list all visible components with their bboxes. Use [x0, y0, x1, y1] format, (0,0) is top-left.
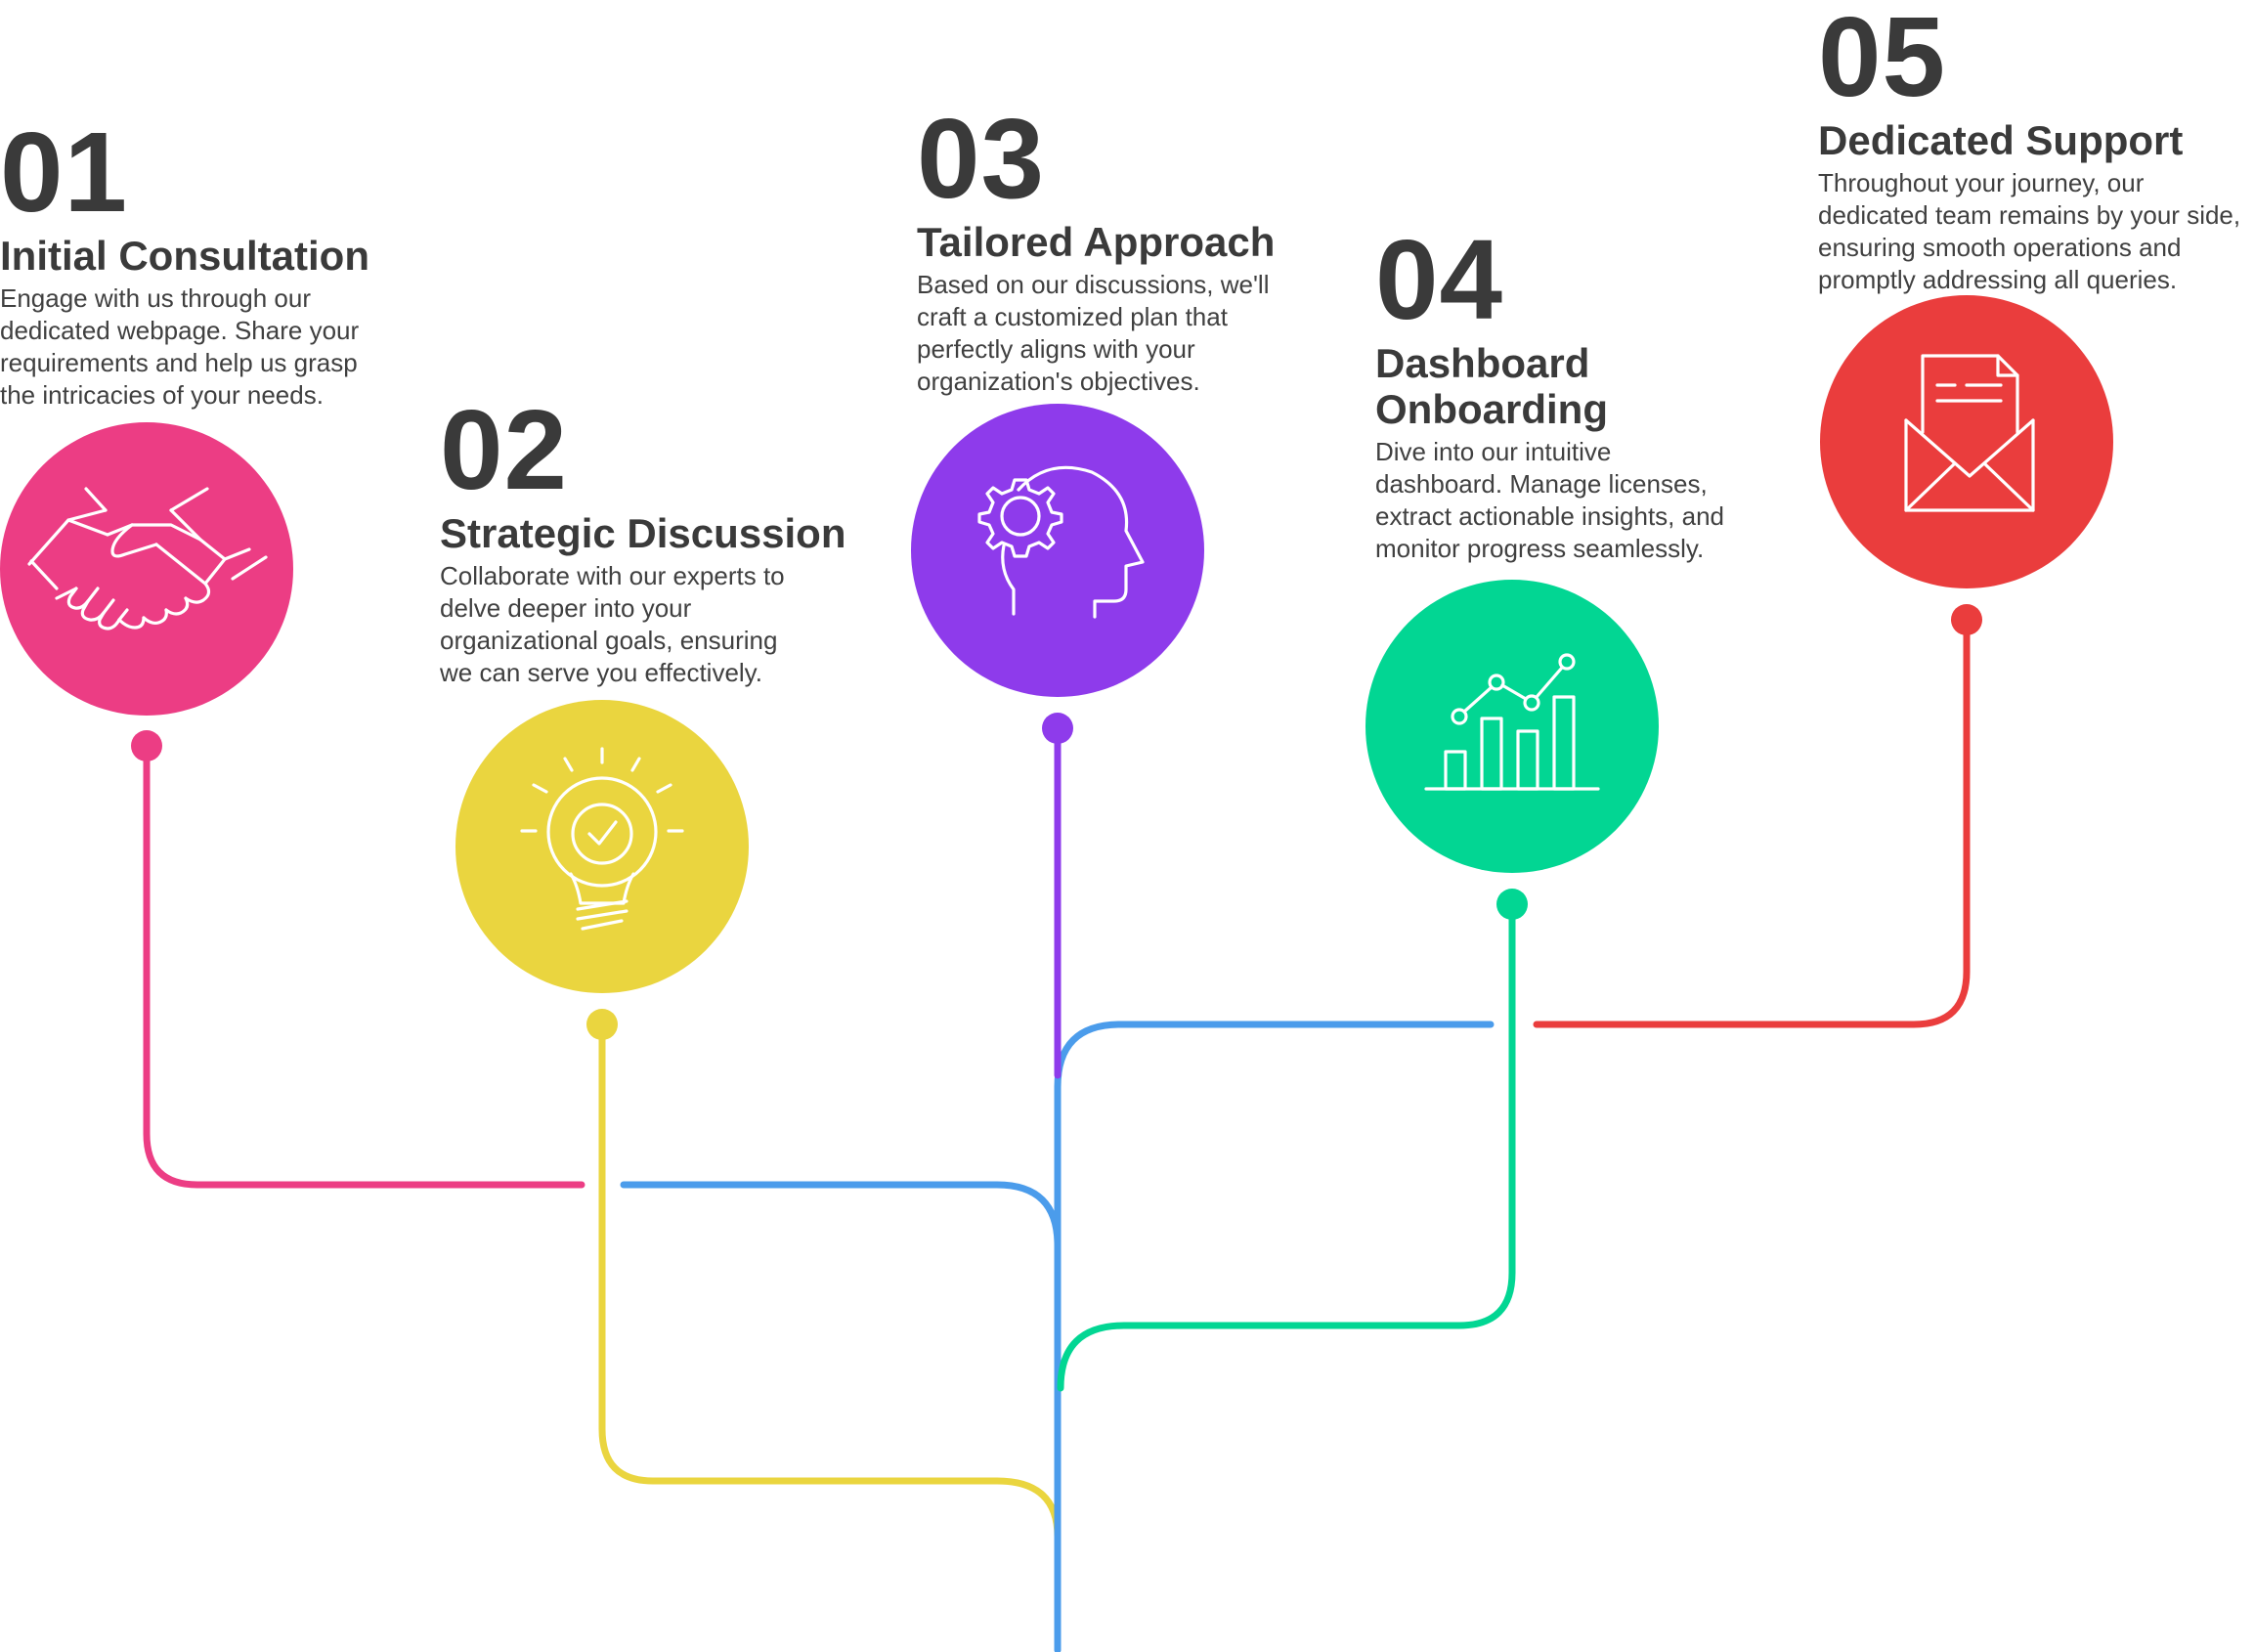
connector-step-5 — [1533, 617, 1971, 1028]
connector-step-2 — [598, 1022, 1062, 1541]
step-title: Strategic Discussion — [440, 510, 846, 556]
connector-trunk-branch-right — [1054, 1021, 1495, 1091]
step-number: 02 — [440, 386, 569, 513]
step-5: 05 Dedicated Support Throughout your jou… — [1818, 0, 2254, 296]
step-description: Collaborate with our experts to delve de… — [440, 561, 785, 687]
step-title: Tailored Approach — [917, 219, 1276, 265]
node-dot-step-3 — [1042, 713, 1073, 744]
step-circles — [0, 295, 2113, 993]
connector-dots — [131, 604, 1982, 1040]
head-gear-icon — [977, 465, 1145, 619]
step-number: 01 — [0, 109, 129, 236]
step-3: 03 Tailored Approach Based on our discus… — [917, 102, 1327, 398]
step-circle-4 — [1365, 580, 1659, 873]
connector-step-4 — [1057, 900, 1516, 1392]
step-number: 04 — [1375, 216, 1504, 343]
step-2: 02 Strategic Discussion Collaborate with… — [440, 393, 850, 689]
step-description: Engage with us through our dedicated web… — [0, 283, 360, 410]
step-description: Dive into our intuitive dashboard. Manag… — [1375, 437, 1724, 563]
connector-trunk-branch-left — [620, 1181, 1062, 1249]
bar-chart-trend-icon — [1424, 653, 1600, 791]
step-circle-2 — [455, 700, 749, 993]
connector-step-1 — [143, 744, 585, 1189]
step-title: Initial Consultation — [0, 233, 369, 279]
step-description: Based on our discussions, we'll craft a … — [917, 270, 1270, 396]
step-number: 05 — [1818, 0, 1947, 120]
lightbulb-check-icon — [520, 747, 684, 931]
step-1: 01 Initial Consultation Engage with us t… — [0, 115, 411, 412]
step-title: Dashboard Onboarding — [1375, 340, 1608, 432]
node-dot-step-1 — [131, 730, 162, 761]
step-4: 04 Dashboard Onboarding Dive into our in… — [1375, 223, 1747, 565]
step-number: 03 — [917, 95, 1046, 222]
node-dot-step-4 — [1496, 889, 1528, 920]
step-title: Dedicated Support — [1818, 117, 2184, 163]
step-circle-3 — [911, 404, 1204, 697]
step-description: Throughout your journey, our dedicated t… — [1818, 168, 2241, 294]
node-dot-step-2 — [586, 1009, 618, 1040]
connector-lines — [143, 617, 1971, 1652]
step-circle-5 — [1820, 295, 2113, 588]
node-dot-step-5 — [1951, 604, 1982, 635]
envelope-document-icon — [1904, 354, 2035, 512]
handshake-icon — [27, 487, 268, 630]
step-circle-1 — [0, 422, 293, 716]
